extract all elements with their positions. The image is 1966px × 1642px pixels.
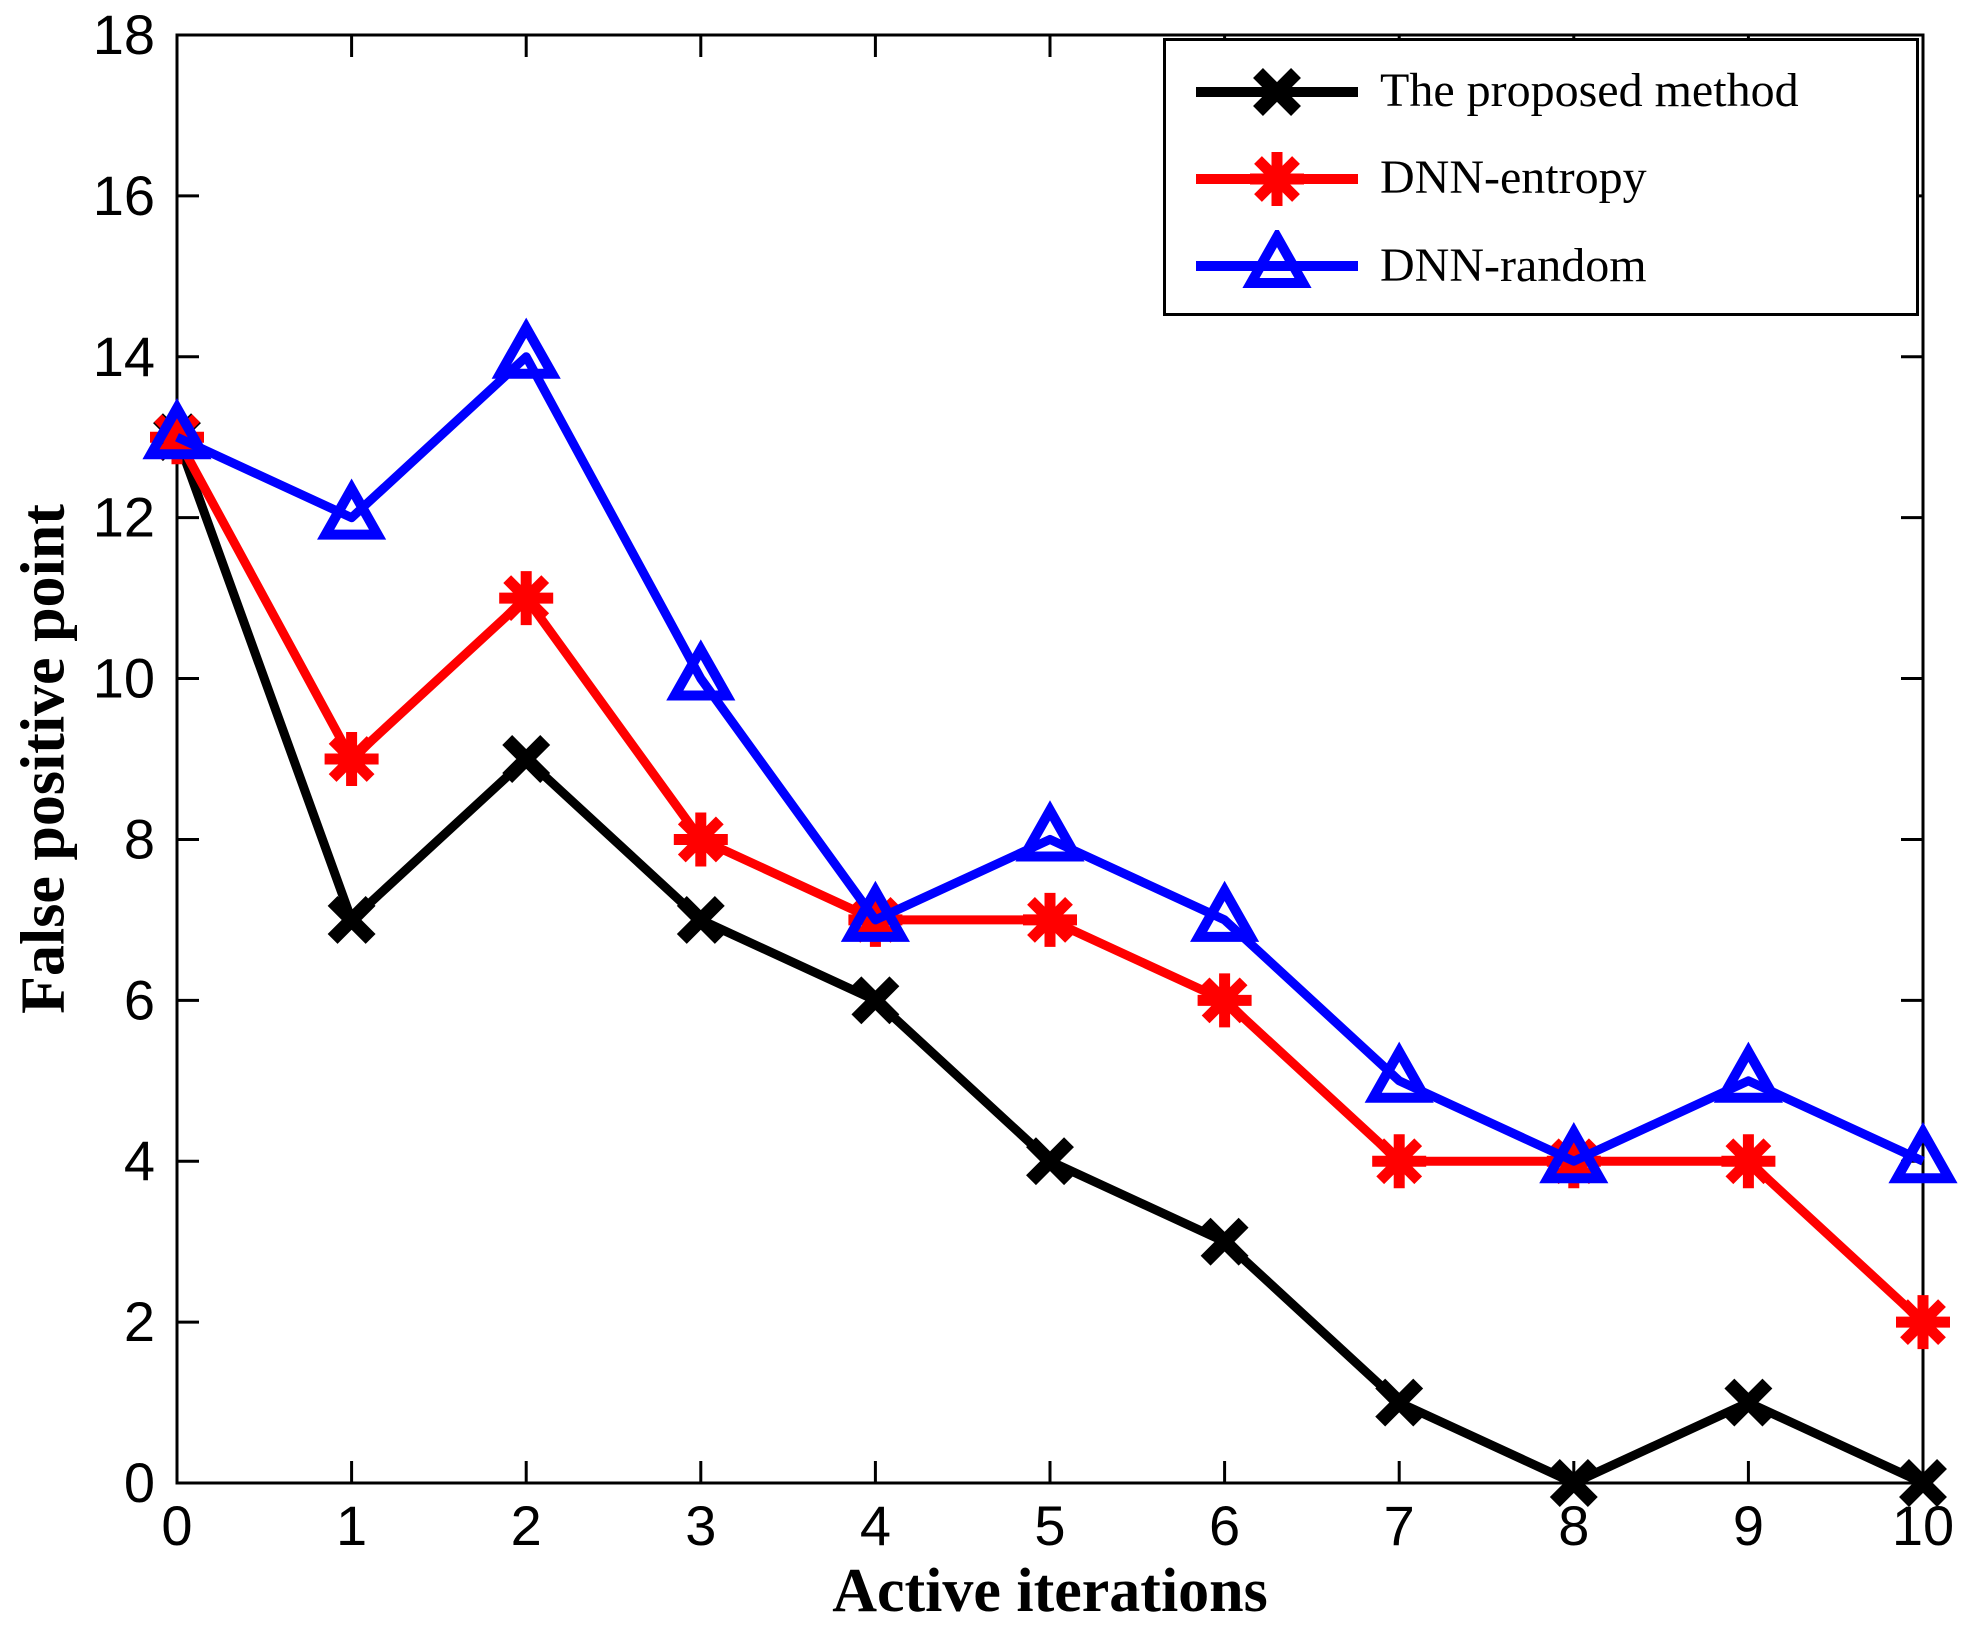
legend-item-dnn-entropy: DNN-entropy <box>1192 143 1916 213</box>
svg-text:4: 4 <box>124 1129 155 1192</box>
svg-text:0: 0 <box>161 1494 192 1557</box>
legend-line-marker-icon <box>1196 230 1358 289</box>
legend-item-proposed-method: The proposed method <box>1192 56 1916 126</box>
svg-text:4: 4 <box>860 1494 891 1557</box>
x-axis-label: Active iterations <box>832 1557 1268 1625</box>
svg-text:10: 10 <box>1892 1494 1954 1557</box>
legend-label: DNN-entropy <box>1380 151 1647 205</box>
legend-line-marker-icon <box>1196 151 1358 206</box>
svg-text:6: 6 <box>124 968 155 1031</box>
svg-text:8: 8 <box>1558 1494 1589 1557</box>
legend-label: The proposed method <box>1380 64 1799 118</box>
svg-text:5: 5 <box>1034 1494 1065 1557</box>
svg-text:2: 2 <box>511 1494 542 1557</box>
svg-text:14: 14 <box>93 325 155 388</box>
svg-text:9: 9 <box>1733 1494 1764 1557</box>
legend-item-dnn-random: DNN-random <box>1192 230 1916 300</box>
svg-text:16: 16 <box>93 164 155 227</box>
svg-text:12: 12 <box>93 486 155 549</box>
svg-text:8: 8 <box>124 807 155 870</box>
svg-text:1: 1 <box>336 1494 367 1557</box>
svg-text:0: 0 <box>124 1451 155 1514</box>
svg-text:3: 3 <box>685 1494 716 1557</box>
svg-text:2: 2 <box>124 1290 155 1353</box>
legend-line-marker-icon <box>1196 67 1358 116</box>
svg-text:18: 18 <box>93 3 155 66</box>
legend: The proposed method DNN-entropy DNN-rand… <box>1163 38 1919 316</box>
legend-label: DNN-random <box>1380 238 1647 292</box>
svg-text:6: 6 <box>1209 1494 1240 1557</box>
y-axis-label: False positive point <box>9 504 78 1014</box>
svg-text:10: 10 <box>93 647 155 710</box>
svg-text:7: 7 <box>1384 1494 1415 1557</box>
